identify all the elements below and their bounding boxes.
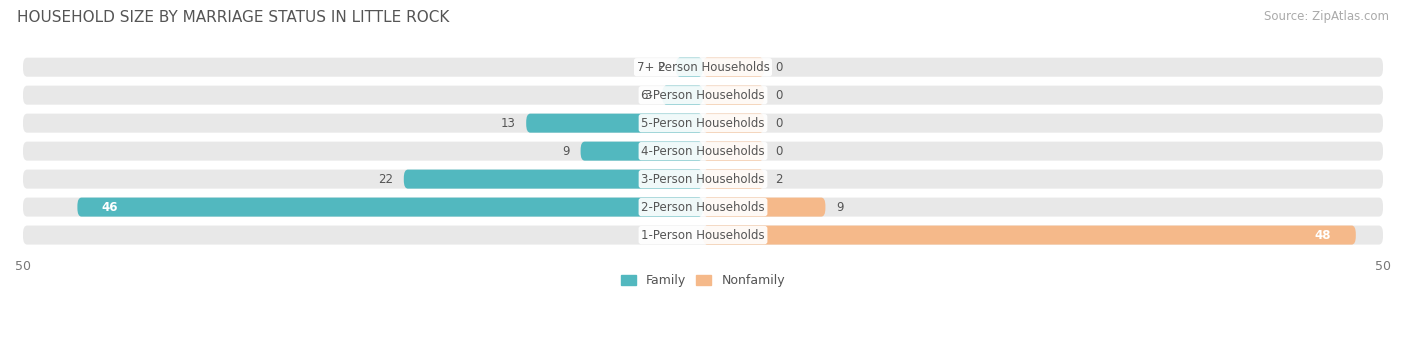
FancyBboxPatch shape bbox=[22, 225, 1384, 244]
Legend: Family, Nonfamily: Family, Nonfamily bbox=[616, 269, 790, 292]
FancyBboxPatch shape bbox=[703, 170, 765, 189]
Text: 46: 46 bbox=[101, 201, 118, 214]
Text: 13: 13 bbox=[501, 117, 516, 130]
Text: 22: 22 bbox=[378, 173, 392, 186]
FancyBboxPatch shape bbox=[22, 114, 1384, 133]
FancyBboxPatch shape bbox=[662, 86, 703, 105]
Text: 0: 0 bbox=[775, 117, 783, 130]
FancyBboxPatch shape bbox=[22, 170, 1384, 189]
Text: 0: 0 bbox=[775, 89, 783, 102]
FancyBboxPatch shape bbox=[703, 114, 765, 133]
FancyBboxPatch shape bbox=[676, 58, 703, 77]
Text: 9: 9 bbox=[837, 201, 844, 214]
FancyBboxPatch shape bbox=[703, 198, 825, 217]
FancyBboxPatch shape bbox=[703, 225, 1355, 244]
FancyBboxPatch shape bbox=[22, 198, 1384, 217]
Text: 48: 48 bbox=[1315, 228, 1331, 241]
FancyBboxPatch shape bbox=[22, 142, 1384, 160]
Text: 4-Person Households: 4-Person Households bbox=[641, 144, 765, 158]
FancyBboxPatch shape bbox=[703, 142, 765, 160]
Text: 1-Person Households: 1-Person Households bbox=[641, 228, 765, 241]
Text: 3: 3 bbox=[644, 89, 651, 102]
FancyBboxPatch shape bbox=[581, 142, 703, 160]
FancyBboxPatch shape bbox=[404, 170, 703, 189]
Text: 9: 9 bbox=[562, 144, 569, 158]
FancyBboxPatch shape bbox=[526, 114, 703, 133]
FancyBboxPatch shape bbox=[703, 86, 765, 105]
Text: Source: ZipAtlas.com: Source: ZipAtlas.com bbox=[1264, 10, 1389, 23]
Text: 2: 2 bbox=[658, 61, 665, 74]
Text: 0: 0 bbox=[775, 144, 783, 158]
FancyBboxPatch shape bbox=[703, 58, 765, 77]
FancyBboxPatch shape bbox=[77, 198, 703, 217]
FancyBboxPatch shape bbox=[22, 86, 1384, 105]
Text: 5-Person Households: 5-Person Households bbox=[641, 117, 765, 130]
Text: 3-Person Households: 3-Person Households bbox=[641, 173, 765, 186]
Text: 2: 2 bbox=[775, 173, 783, 186]
Text: 6-Person Households: 6-Person Households bbox=[641, 89, 765, 102]
Text: 0: 0 bbox=[775, 61, 783, 74]
Text: 2-Person Households: 2-Person Households bbox=[641, 201, 765, 214]
Text: HOUSEHOLD SIZE BY MARRIAGE STATUS IN LITTLE ROCK: HOUSEHOLD SIZE BY MARRIAGE STATUS IN LIT… bbox=[17, 10, 450, 25]
Text: 7+ Person Households: 7+ Person Households bbox=[637, 61, 769, 74]
FancyBboxPatch shape bbox=[22, 58, 1384, 77]
